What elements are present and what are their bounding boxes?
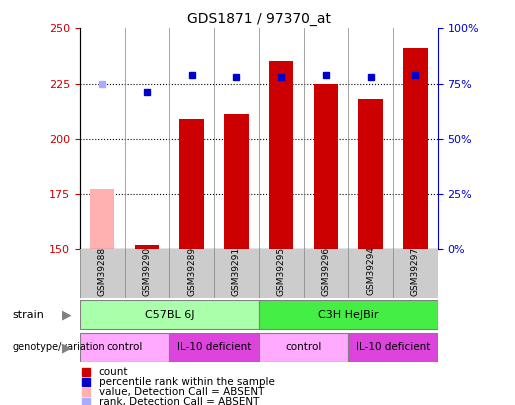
Bar bbox=[269, 62, 294, 249]
Text: GSM39294: GSM39294 bbox=[366, 247, 375, 295]
Text: genotype/variation: genotype/variation bbox=[13, 343, 106, 352]
Text: GSM39291: GSM39291 bbox=[232, 246, 241, 296]
Text: GSM39295: GSM39295 bbox=[277, 246, 286, 296]
Bar bbox=[348, 333, 438, 362]
Text: GSM39288: GSM39288 bbox=[98, 246, 107, 296]
Text: C57BL 6J: C57BL 6J bbox=[145, 310, 194, 320]
Bar bbox=[90, 190, 114, 249]
Text: count: count bbox=[99, 367, 128, 377]
Text: GSM39289: GSM39289 bbox=[187, 246, 196, 296]
Text: IL-10 deficient: IL-10 deficient bbox=[356, 342, 430, 352]
Text: control: control bbox=[285, 342, 322, 352]
Text: value, Detection Call = ABSENT: value, Detection Call = ABSENT bbox=[99, 387, 264, 397]
Text: IL-10 deficient: IL-10 deficient bbox=[177, 342, 251, 352]
Bar bbox=[80, 301, 259, 330]
Text: percentile rank within the sample: percentile rank within the sample bbox=[99, 377, 274, 387]
Text: ▶: ▶ bbox=[62, 341, 72, 354]
Text: GSM39297: GSM39297 bbox=[411, 246, 420, 296]
Text: GSM39290: GSM39290 bbox=[143, 246, 151, 296]
Text: control: control bbox=[107, 342, 143, 352]
Bar bbox=[80, 333, 169, 362]
Bar bbox=[358, 99, 383, 249]
Text: GSM39296: GSM39296 bbox=[321, 246, 331, 296]
Bar bbox=[259, 301, 438, 330]
Text: rank, Detection Call = ABSENT: rank, Detection Call = ABSENT bbox=[99, 397, 259, 405]
Text: strain: strain bbox=[13, 310, 45, 320]
Bar bbox=[403, 48, 427, 249]
Bar bbox=[314, 83, 338, 249]
Bar bbox=[224, 115, 249, 249]
Text: ▶: ▶ bbox=[62, 309, 72, 322]
Bar bbox=[134, 245, 159, 249]
Bar bbox=[169, 333, 259, 362]
Bar bbox=[259, 333, 348, 362]
Text: C3H HeJBir: C3H HeJBir bbox=[318, 310, 379, 320]
Bar bbox=[179, 119, 204, 249]
Title: GDS1871 / 97370_at: GDS1871 / 97370_at bbox=[187, 12, 331, 26]
